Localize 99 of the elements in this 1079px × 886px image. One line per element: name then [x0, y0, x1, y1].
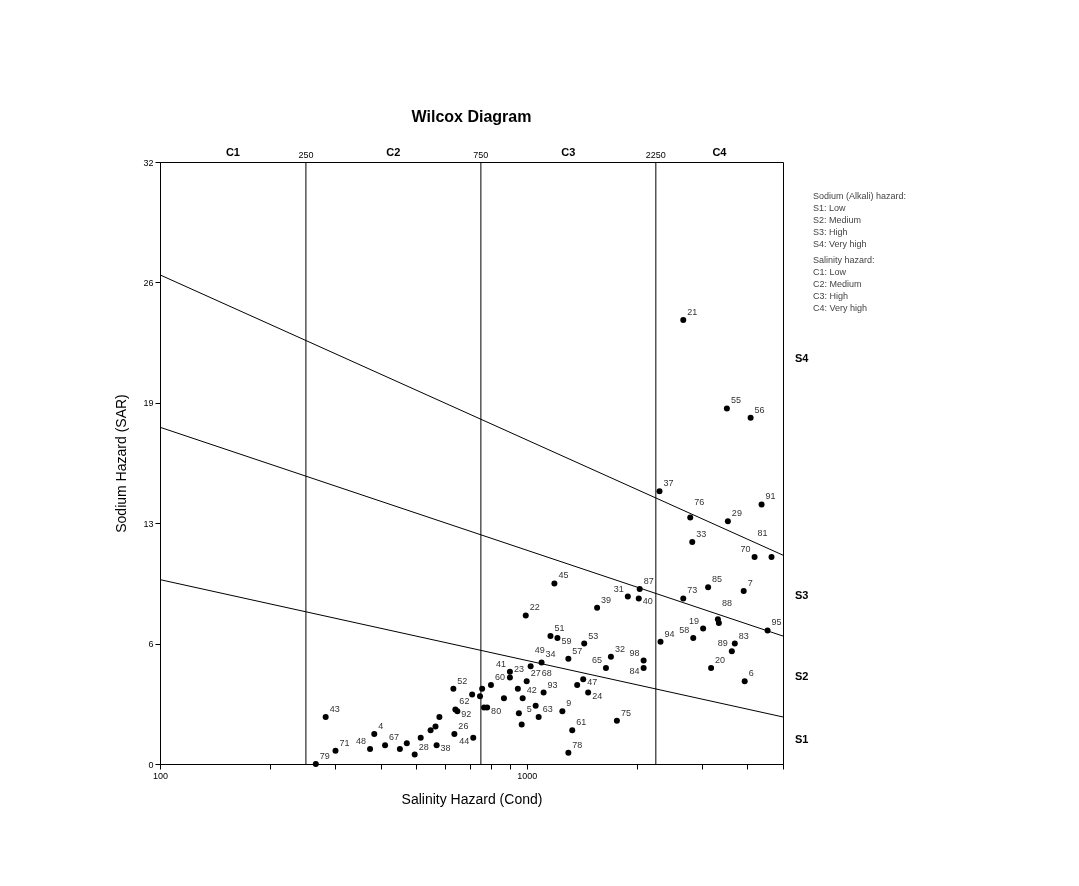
text: C1	[225, 146, 240, 158]
text: C3	[561, 146, 576, 158]
annotation: 7	[747, 577, 753, 588]
annotation: 4	[378, 720, 384, 731]
annotation: 38	[440, 743, 451, 754]
text: S1: Low	[813, 203, 847, 213]
annotation: 88	[721, 598, 732, 609]
text: S2	[795, 669, 809, 682]
y-tick-label: 32	[143, 157, 154, 168]
chart-title: Wilcox Diagram	[411, 108, 532, 125]
annotation: 28	[418, 741, 429, 752]
annotation: 19	[689, 615, 700, 626]
annotation: 29	[731, 508, 742, 519]
text: C3: High	[813, 291, 849, 301]
annotation: 20	[715, 655, 726, 666]
annotation: 83	[738, 630, 749, 641]
annotation: 92	[461, 709, 472, 720]
ref-line-label: 2250	[645, 150, 666, 160]
annotation: 23	[513, 664, 524, 675]
annotation: 67	[389, 732, 400, 743]
annotation: 51	[554, 623, 565, 634]
annotation: 43	[329, 703, 340, 714]
annotation: 85	[712, 574, 723, 585]
annotation: 27	[530, 668, 541, 679]
annotation: 78	[572, 739, 583, 750]
annotation: 93	[547, 679, 558, 690]
annotation: 31	[613, 583, 624, 594]
annotation: 40	[642, 596, 653, 607]
text: S3: High	[813, 227, 848, 237]
text: C2: Medium	[813, 279, 862, 289]
x-tick-label: 1000	[517, 770, 538, 781]
annotation: 87	[643, 576, 654, 587]
annotation: 73	[687, 585, 698, 596]
annotation: 42	[526, 685, 537, 696]
annotation: 81	[757, 528, 768, 539]
annotation: 33	[696, 529, 707, 540]
x-axis-title: Salinity Hazard (Cond)	[401, 790, 543, 807]
text: C1: Low	[813, 267, 847, 277]
annotation: 71	[339, 737, 350, 748]
y-tick-label: 13	[143, 518, 154, 529]
annotation: 58	[679, 624, 690, 635]
annotation: 70	[740, 544, 751, 555]
annotation: 52	[457, 675, 468, 686]
annotation: 95	[771, 617, 782, 628]
annotation: 24	[592, 690, 603, 701]
annotation: 62	[459, 696, 470, 707]
ref-line-label: 750	[473, 150, 489, 160]
annotation: 34	[545, 649, 556, 660]
y-tick-label: 26	[143, 277, 154, 288]
annotation: 45	[558, 570, 569, 581]
annotation: 9	[566, 698, 572, 709]
annotation: 39	[601, 594, 612, 605]
text: C2	[386, 146, 401, 158]
annotation: 76	[694, 496, 705, 507]
text: C4: Very high	[813, 303, 868, 313]
annotation: 56	[754, 404, 765, 415]
annotation: 22	[529, 602, 540, 613]
annotation: 80	[491, 705, 502, 716]
annotation: 32	[614, 643, 625, 654]
annotation: 79	[319, 751, 330, 761]
y-axis-title: Sodium Hazard (SAR)	[113, 394, 130, 533]
annotation: 21	[687, 307, 698, 318]
annotation: 63	[542, 703, 553, 714]
annotation: 47	[587, 677, 598, 688]
annotation: 89	[717, 638, 728, 649]
annotation: 55	[730, 395, 741, 406]
annotation: 94	[664, 628, 675, 639]
annotation: 84	[629, 666, 640, 677]
annotation: 61	[576, 717, 587, 728]
annotation: 44	[459, 735, 470, 746]
annotation: 37	[663, 478, 674, 489]
text: Salinity hazard:	[813, 255, 875, 265]
annotation: 75	[620, 707, 631, 718]
text: S3	[795, 588, 809, 601]
text: Sodium (Alkali) hazard:	[813, 191, 907, 201]
annotation: 59	[561, 635, 572, 646]
annotation: 98	[629, 647, 640, 658]
text: C4	[712, 146, 728, 158]
annotation: 65	[591, 655, 602, 666]
annotation: 5	[526, 703, 532, 714]
text: S2: Medium	[813, 215, 862, 225]
y-tick-label: 0	[148, 759, 154, 770]
annotation: 60	[494, 671, 505, 682]
y-tick-label: 6	[148, 639, 154, 650]
annotation: 48	[356, 735, 367, 746]
text: S4	[795, 351, 810, 364]
x-tick-label: 100	[152, 770, 169, 781]
annotation: 91	[765, 491, 776, 502]
y-tick-label: 19	[143, 398, 154, 409]
annotation: 57	[572, 645, 583, 656]
annotation: 53	[588, 630, 599, 641]
annotation: 6	[748, 668, 754, 679]
text: S4: Very high	[813, 239, 867, 249]
annotation: 26	[458, 720, 469, 731]
annotation: 68	[541, 667, 552, 678]
annotation: 49	[534, 645, 545, 656]
text: S1	[795, 733, 809, 746]
annotation: 41	[495, 658, 506, 669]
ref-line-label: 250	[298, 150, 314, 160]
